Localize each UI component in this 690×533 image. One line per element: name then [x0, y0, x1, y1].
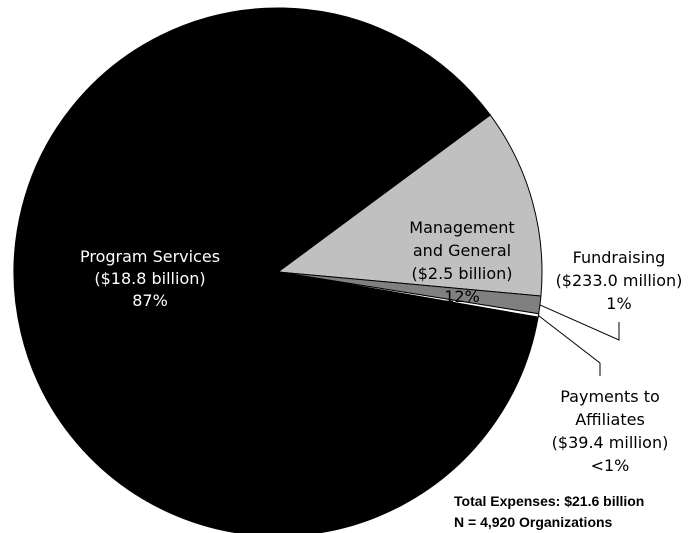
slice-label-management-line-1: Management — [409, 218, 514, 237]
leader-line-fundraising — [539, 304, 620, 341]
slice-label-management-line-2: and General — [413, 241, 511, 260]
slice-labels: Program Services ($18.8 billion) 87% Manage… — [80, 218, 682, 475]
slice-label-program-services-line-3: 87% — [132, 291, 168, 310]
slice-label-fundraising-line-3: 1% — [606, 294, 631, 313]
slice-label-fundraising-line-1: Fundraising — [573, 248, 666, 267]
pie-slice-program-services — [13, 7, 539, 533]
leader-lines — [538, 304, 620, 376]
slice-label-payments-to-line-3: ($39.4 million) — [552, 433, 669, 452]
slice-label-payments-to-line-1: Payments to — [560, 387, 660, 406]
total-expenses-label: Total Expenses: $21.6 billion — [454, 493, 644, 509]
pie-slices — [13, 7, 543, 533]
slice-label-payments-to-line-2: Affiliates — [575, 410, 645, 429]
organizations-count-label: N = 4,920 Organizations — [454, 514, 613, 530]
slice-label-program-services-line-1: Program Services — [80, 247, 220, 266]
slice-label-management-line-3: ($2.5 billion) — [411, 264, 512, 283]
slice-label-management-line-4: 12% — [444, 287, 480, 306]
slice-label-payments-to-line-4: <1% — [591, 456, 630, 475]
slice-label-fundraising-line-2: ($233.0 million) — [556, 271, 683, 290]
leader-line-payments-to-affiliates — [538, 315, 601, 376]
pie-slice-management — [276, 114, 543, 297]
slice-label-program-services-line-2: ($18.8 billion) — [94, 269, 205, 288]
